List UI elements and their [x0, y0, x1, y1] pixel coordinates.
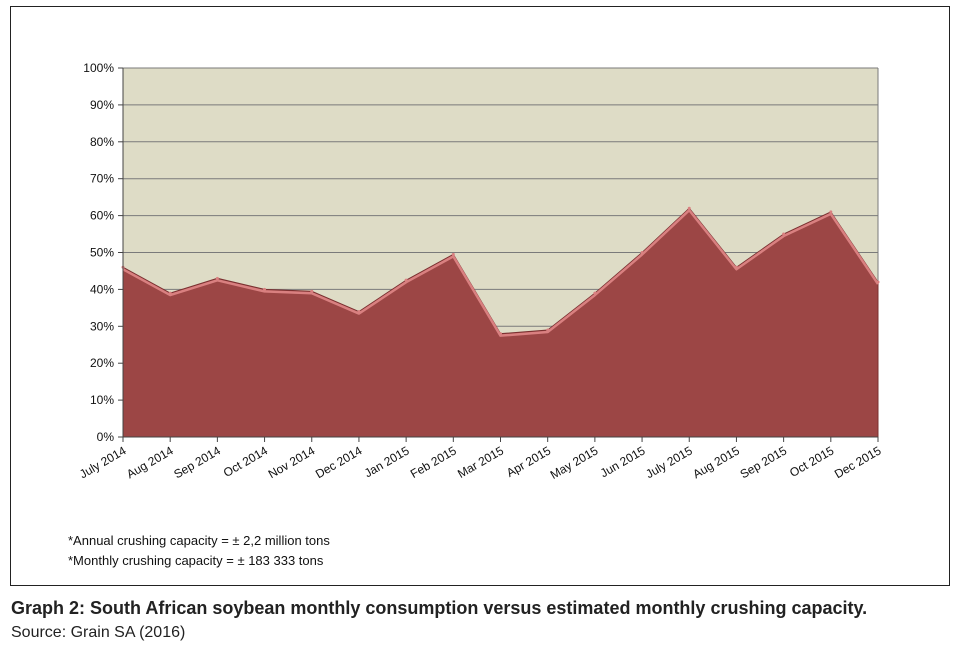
xtick-label: Feb 2015 — [408, 443, 459, 481]
xtick-label: July 2015 — [643, 443, 695, 481]
ytick-label: 70% — [90, 172, 114, 186]
xtick-label: Mar 2015 — [455, 443, 506, 481]
xtick-label: July 2014 — [77, 443, 129, 481]
data-point-8 — [499, 332, 502, 336]
ytick-label: 90% — [90, 98, 114, 112]
note-monthly-capacity: *Monthly crushing capacity = ± 183 333 t… — [68, 553, 324, 568]
graph-caption: Graph 2: South African soybean monthly c… — [11, 598, 868, 618]
xtick-label: Apr 2015 — [504, 443, 553, 480]
area-edge-line — [122, 208, 880, 337]
ytick-label: 50% — [90, 246, 114, 260]
data-point-13 — [734, 265, 738, 269]
data-point-14 — [782, 232, 786, 236]
xtick-label: Sep 2014 — [171, 443, 223, 481]
ytick-label: 40% — [90, 282, 114, 296]
data-point-11 — [640, 251, 644, 254]
data-point-2 — [215, 276, 219, 280]
xtick-label: May 2015 — [548, 443, 601, 482]
xtick-label: Aug 2014 — [124, 443, 176, 481]
data-point-5 — [357, 310, 361, 314]
area-chart: 0% 10% 20% 30% 40% 50% 60% 70% 80% 90% 100% July 2… — [77, 61, 884, 482]
data-point-3 — [263, 287, 267, 291]
ytick-label: 0% — [97, 430, 115, 444]
xtick-label: Jan 2015 — [362, 443, 412, 480]
data-point-1 — [168, 291, 172, 295]
ytick-label: 100% — [83, 61, 114, 75]
note-annual-capacity: *Annual crushing capacity = ± 2,2 millio… — [68, 533, 330, 548]
data-point-4 — [310, 289, 314, 293]
xtick-label: Nov 2014 — [266, 443, 318, 481]
xtick-label: Oct 2015 — [787, 443, 836, 480]
data-point-10 — [593, 291, 597, 295]
data-point-12 — [687, 206, 691, 210]
xtick-label: Aug 2015 — [690, 443, 742, 481]
ytick-label: 30% — [90, 319, 114, 333]
data-point-16 — [876, 280, 880, 284]
chart-frame: 0% 10% 20% 30% 40% 50% 60% 70% 80% 90% 100% July 2… — [10, 6, 950, 586]
ytick-label: 60% — [90, 209, 114, 223]
ytick-label: 20% — [90, 356, 114, 370]
data-point-15 — [829, 210, 833, 214]
area-series — [122, 207, 879, 438]
ytick-label: 80% — [90, 135, 114, 149]
data-point-9 — [546, 328, 550, 332]
ytick-label: 10% — [90, 393, 114, 407]
graph-source: Source: Grain SA (2016) — [11, 624, 186, 641]
data-point-6 — [404, 278, 408, 282]
xtick-label: Jun 2015 — [598, 443, 648, 480]
xtick-label: Dec 2014 — [313, 443, 365, 481]
xtick-label: Sep 2015 — [738, 443, 790, 481]
xtick-label: Oct 2014 — [221, 443, 270, 480]
data-point-7 — [451, 252, 455, 256]
xtick-label: Dec 2015 — [832, 443, 884, 481]
